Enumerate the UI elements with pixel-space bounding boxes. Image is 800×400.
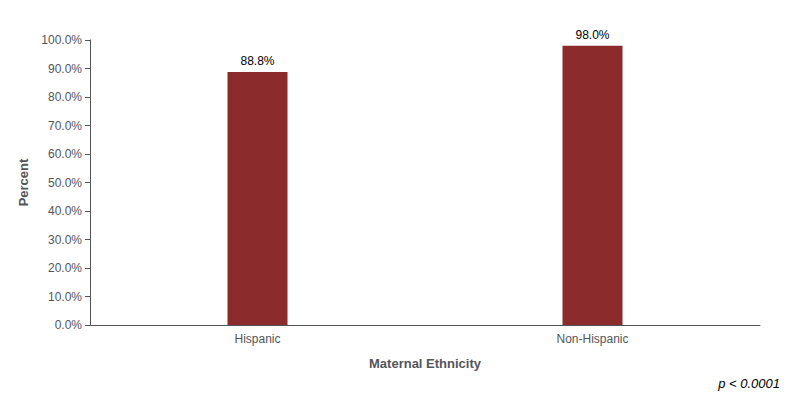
svg-text:100.0%: 100.0%	[41, 33, 82, 47]
svg-text:40.0%: 40.0%	[48, 204, 82, 218]
svg-text:90.0%: 90.0%	[48, 62, 82, 76]
svg-text:Hispanic: Hispanic	[234, 332, 280, 346]
svg-text:80.0%: 80.0%	[48, 90, 82, 104]
svg-text:20.0%: 20.0%	[48, 261, 82, 275]
svg-text:0.0%: 0.0%	[55, 318, 83, 332]
svg-text:Percent: Percent	[16, 158, 31, 206]
svg-text:Non-Hispanic: Non-Hispanic	[556, 332, 628, 346]
svg-text:10.0%: 10.0%	[48, 290, 82, 304]
svg-text:70.0%: 70.0%	[48, 119, 82, 133]
svg-text:p < 0.0001: p < 0.0001	[717, 376, 780, 391]
svg-text:98.0%: 98.0%	[575, 28, 609, 42]
svg-text:30.0%: 30.0%	[48, 233, 82, 247]
svg-text:88.8%: 88.8%	[240, 54, 274, 68]
svg-text:50.0%: 50.0%	[48, 176, 82, 190]
svg-text:Maternal Ethnicity: Maternal Ethnicity	[369, 356, 482, 371]
svg-text:60.0%: 60.0%	[48, 147, 82, 161]
